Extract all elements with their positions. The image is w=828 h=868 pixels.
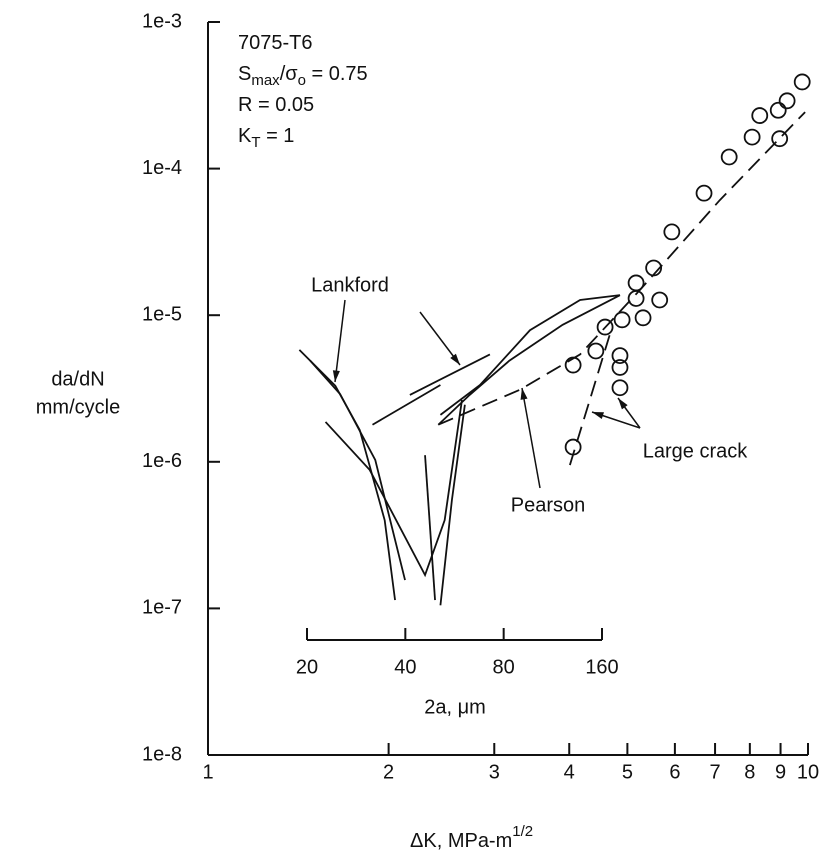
x-tick-label: 4 bbox=[564, 761, 575, 783]
curve bbox=[409, 353, 491, 396]
note-text: K bbox=[238, 125, 252, 147]
note-text: R = 0.05 bbox=[238, 94, 314, 116]
x-tick-label: 3 bbox=[489, 761, 500, 783]
point bbox=[587, 342, 605, 360]
y-axis-label: mm/cycle bbox=[36, 396, 120, 418]
x-tick-label: 5 bbox=[622, 761, 633, 783]
note: KT = 1 bbox=[238, 125, 294, 151]
y-tick-label: 1e-8 bbox=[142, 743, 182, 765]
y-tick-label: 1e-5 bbox=[142, 303, 182, 325]
x-tick-label: 9 bbox=[775, 761, 786, 783]
inset-tick-label: 160 bbox=[585, 656, 618, 678]
point bbox=[793, 73, 811, 91]
arrow bbox=[521, 387, 541, 489]
note: Smax/σo = 0.75 bbox=[238, 63, 368, 89]
series-label: Pearson bbox=[511, 494, 586, 516]
point bbox=[611, 347, 629, 365]
arrow-head bbox=[592, 412, 604, 419]
x-tick-label: 1 bbox=[202, 761, 213, 783]
note-text: 7075-T6 bbox=[238, 32, 313, 54]
curve bbox=[424, 455, 436, 601]
point bbox=[778, 92, 796, 110]
y-axis-label: da/dN bbox=[51, 368, 104, 390]
x-tick-label: 7 bbox=[709, 761, 720, 783]
point bbox=[769, 101, 787, 119]
note-sub: T bbox=[251, 134, 260, 151]
point bbox=[611, 379, 629, 397]
curve bbox=[324, 399, 463, 578]
arrow-head bbox=[520, 388, 528, 400]
note-sub: max bbox=[251, 72, 280, 89]
point bbox=[627, 290, 645, 307]
series-label: Large crack bbox=[643, 440, 748, 462]
fit-line bbox=[437, 111, 806, 426]
x-tick-label: 6 bbox=[669, 761, 680, 783]
inset-tick-label: 20 bbox=[296, 656, 318, 678]
point bbox=[611, 359, 629, 376]
point bbox=[743, 128, 761, 146]
x-axis-label-sup: 1/2 bbox=[512, 823, 533, 840]
point bbox=[564, 356, 582, 374]
point bbox=[596, 318, 614, 336]
y-tick-label: 1e-4 bbox=[142, 157, 182, 179]
curve bbox=[439, 294, 621, 416]
note: 7075-T6 bbox=[238, 32, 313, 54]
point bbox=[651, 291, 669, 309]
x-tick-label: 10 bbox=[797, 761, 819, 783]
note-text: /σ bbox=[280, 63, 299, 85]
x-tick-label: 8 bbox=[744, 761, 755, 783]
inset-tick-label: 80 bbox=[493, 656, 515, 678]
y-tick-label: 1e-3 bbox=[142, 10, 182, 32]
series-label: Lankford bbox=[311, 274, 389, 296]
point bbox=[720, 148, 738, 166]
arrow-head bbox=[618, 398, 628, 410]
note-text: = 0.75 bbox=[306, 63, 368, 85]
point bbox=[771, 130, 789, 148]
curve bbox=[439, 404, 466, 606]
arrow bbox=[334, 299, 346, 383]
arrow-head bbox=[332, 370, 340, 382]
point bbox=[663, 223, 681, 241]
notes: 7075-T6 Smax/σo = 0.75 R = 0.05 KT = 1 bbox=[238, 32, 368, 151]
inset-label: 2a, μm bbox=[424, 696, 486, 718]
note: R = 0.05 bbox=[238, 94, 314, 116]
x-axis-label: ΔK, MPa-m1/2 bbox=[410, 823, 533, 852]
curve bbox=[437, 294, 621, 426]
curve bbox=[309, 360, 406, 581]
curve bbox=[298, 349, 396, 601]
note-text: S bbox=[238, 63, 251, 85]
x-tick-label: 2 bbox=[383, 761, 394, 783]
inset-tick-label: 40 bbox=[394, 656, 416, 678]
note-sub: o bbox=[298, 72, 306, 89]
y-tick-label: 1e-6 bbox=[142, 450, 182, 472]
point bbox=[613, 311, 631, 329]
x-axis-label-main: ΔK, MPa-m bbox=[410, 830, 512, 852]
point bbox=[695, 184, 713, 202]
point bbox=[751, 107, 769, 124]
point bbox=[634, 309, 652, 327]
arrow-head bbox=[450, 353, 460, 365]
note-text: = 1 bbox=[261, 125, 295, 147]
curve bbox=[372, 384, 441, 426]
y-tick-label: 1e-7 bbox=[142, 597, 182, 619]
